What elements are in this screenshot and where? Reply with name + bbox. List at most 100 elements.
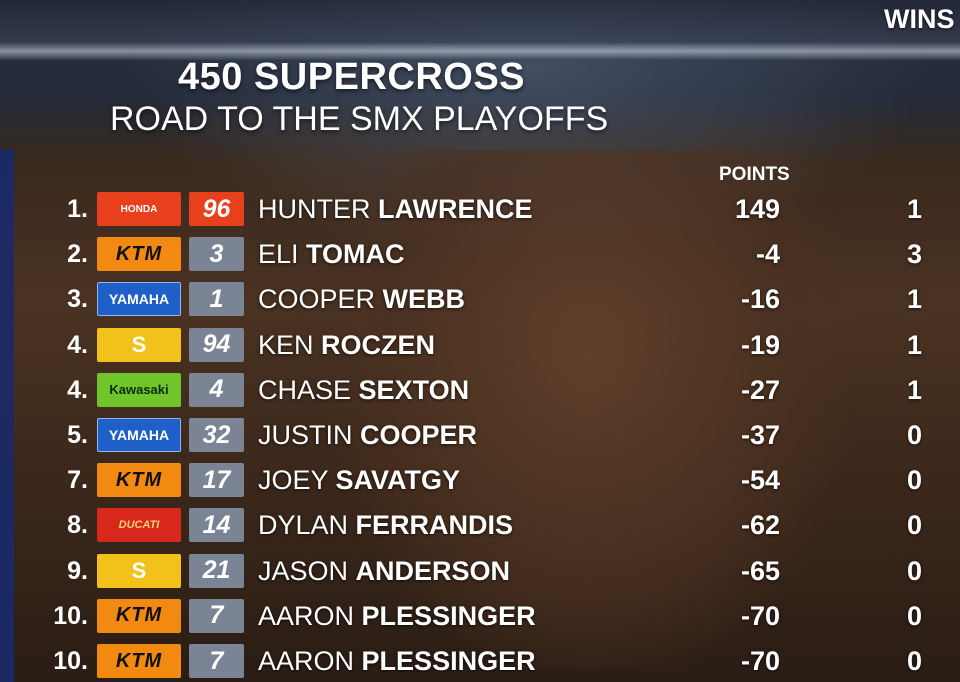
rider-name: AARON PLESSINGER bbox=[258, 601, 536, 632]
rider-number: 1 bbox=[189, 282, 244, 317]
points-value: 149 bbox=[734, 194, 780, 224]
standings-row: 1. HONDA 96 HUNTER LAWRENCE 149 1 bbox=[0, 190, 960, 230]
position: 9. bbox=[67, 556, 88, 585]
rider-last-name: ANDERSON bbox=[355, 555, 511, 586]
rider-first-name: CHASE bbox=[258, 374, 352, 405]
standings-row: 8. DUCATI 14 DYLAN FERRANDIS -62 0 bbox=[0, 506, 960, 546]
rider-name: CHASE SEXTON bbox=[258, 375, 469, 406]
rider-name: KEN ROCZEN bbox=[258, 330, 435, 361]
rider-number: 3 bbox=[189, 237, 244, 272]
manufacturer-logo: KTM bbox=[97, 598, 181, 633]
points-value: -70 bbox=[740, 600, 780, 631]
wins-value: 1 bbox=[906, 194, 922, 224]
rider-last-name: SAVATGY bbox=[335, 465, 461, 496]
position: 5. bbox=[67, 421, 88, 449]
wins-value: 0 bbox=[906, 555, 922, 586]
standings-row: 5. YAMAHA 32 JUSTIN COOPER -37 0 bbox=[0, 416, 960, 456]
manufacturer-logo: S bbox=[97, 327, 181, 362]
standings-row: 4. Kawasaki 4 CHASE SEXTON -27 1 bbox=[0, 371, 960, 411]
rider-first-name: ELI bbox=[258, 239, 299, 270]
rider-name: ELI TOMAC bbox=[258, 239, 405, 270]
wins-value: 0 bbox=[906, 420, 922, 450]
rider-last-name: LAWRENCE bbox=[378, 194, 533, 224]
manufacturer-logo: KTM bbox=[97, 463, 181, 498]
rider-name: AARON PLESSINGER bbox=[258, 646, 536, 677]
manufacturer-logo: KTM bbox=[97, 644, 181, 678]
rider-number: 7 bbox=[189, 644, 244, 678]
wins-value: 1 bbox=[906, 329, 922, 360]
standings-row: 10. KTM 7 AARON PLESSINGER -70 0 bbox=[0, 597, 960, 637]
wins-value: 0 bbox=[906, 465, 922, 496]
wins-value: 0 bbox=[906, 600, 922, 631]
rider-number: 4 bbox=[189, 372, 244, 407]
manufacturer-logo: YAMAHA bbox=[97, 282, 181, 317]
wins-value: 0 bbox=[906, 510, 922, 541]
rider-last-name: SEXTON bbox=[358, 374, 470, 405]
points-value: -19 bbox=[740, 329, 780, 360]
rider-first-name: JOEY bbox=[258, 465, 329, 496]
left-edge-panel bbox=[0, 150, 14, 682]
rider-last-name: PLESSINGER bbox=[361, 646, 536, 676]
graphic-subtitle: ROAD TO THE SMX PLAYOFFS bbox=[110, 100, 609, 138]
rider-last-name: TOMAC bbox=[306, 239, 405, 270]
position: 4. bbox=[67, 330, 88, 359]
position: 7. bbox=[67, 466, 88, 495]
rider-first-name: COOPER bbox=[258, 284, 376, 315]
wins-value: 1 bbox=[906, 284, 922, 315]
rider-number: 32 bbox=[189, 418, 244, 452]
rider-number: 21 bbox=[189, 553, 244, 588]
rider-name: JUSTIN COOPER bbox=[258, 420, 477, 451]
rider-number: 94 bbox=[189, 327, 244, 362]
points-value: -37 bbox=[740, 420, 780, 450]
rider-name: JASON ANDERSON bbox=[258, 556, 510, 587]
rider-name: HUNTER LAWRENCE bbox=[258, 194, 533, 225]
rider-name: DYLAN FERRANDIS bbox=[258, 510, 513, 541]
position: 1. bbox=[67, 195, 88, 223]
standings-row: 2. KTM 3 ELI TOMAC -4 3 bbox=[0, 235, 960, 275]
stadium-roof bbox=[0, 0, 960, 60]
standings-row: 3. YAMAHA 1 COOPER WEBB -16 1 bbox=[0, 280, 960, 320]
points-value: -4 bbox=[755, 239, 780, 270]
rider-number: 17 bbox=[189, 463, 244, 498]
points-value: -70 bbox=[740, 646, 780, 676]
position: 10. bbox=[53, 601, 88, 630]
points-value: -16 bbox=[740, 284, 780, 315]
rider-number: 96 bbox=[189, 192, 244, 226]
manufacturer-logo: HONDA bbox=[97, 192, 181, 226]
dirt-track bbox=[330, 150, 850, 670]
points-header: POINTS bbox=[719, 164, 790, 185]
rider-first-name: DYLAN bbox=[258, 510, 349, 541]
standings-row: 7. KTM 17 JOEY SAVATGY -54 0 bbox=[0, 461, 960, 501]
manufacturer-logo: YAMAHA bbox=[97, 418, 181, 452]
points-value: -27 bbox=[740, 374, 780, 405]
rider-number: 14 bbox=[189, 508, 244, 543]
rider-last-name: FERRANDIS bbox=[355, 510, 514, 541]
rider-first-name: AARON bbox=[258, 600, 355, 631]
points-value: -62 bbox=[740, 510, 780, 541]
position: 2. bbox=[67, 240, 88, 269]
wins-value: 1 bbox=[906, 374, 922, 405]
rider-name: COOPER WEBB bbox=[258, 284, 465, 315]
rider-first-name: HUNTER bbox=[258, 194, 371, 224]
rider-last-name: COOPER bbox=[360, 420, 478, 450]
points-value: -54 bbox=[740, 465, 780, 496]
manufacturer-logo: DUCATI bbox=[97, 508, 181, 543]
rider-number: 7 bbox=[189, 598, 244, 633]
manufacturer-logo: KTM bbox=[97, 237, 181, 272]
manufacturer-logo: Kawasaki bbox=[97, 372, 181, 407]
wins-value: 3 bbox=[906, 239, 922, 270]
position: 10. bbox=[53, 647, 88, 675]
position: 4. bbox=[67, 375, 88, 404]
rider-first-name: AARON bbox=[258, 646, 355, 676]
wins-value: 0 bbox=[906, 646, 922, 676]
manufacturer-logo: S bbox=[97, 553, 181, 588]
rider-first-name: JUSTIN bbox=[258, 420, 353, 450]
standings-row: 4. S 94 KEN ROCZEN -19 1 bbox=[0, 326, 960, 366]
rider-last-name: ROCZEN bbox=[321, 329, 436, 360]
rider-last-name: PLESSINGER bbox=[361, 600, 536, 631]
points-value: -65 bbox=[740, 555, 780, 586]
position: 3. bbox=[67, 285, 88, 314]
wins-header: WINS bbox=[884, 4, 955, 34]
rider-first-name: JASON bbox=[258, 555, 349, 586]
graphic-title: 450 SUPERCROSS bbox=[178, 56, 526, 98]
